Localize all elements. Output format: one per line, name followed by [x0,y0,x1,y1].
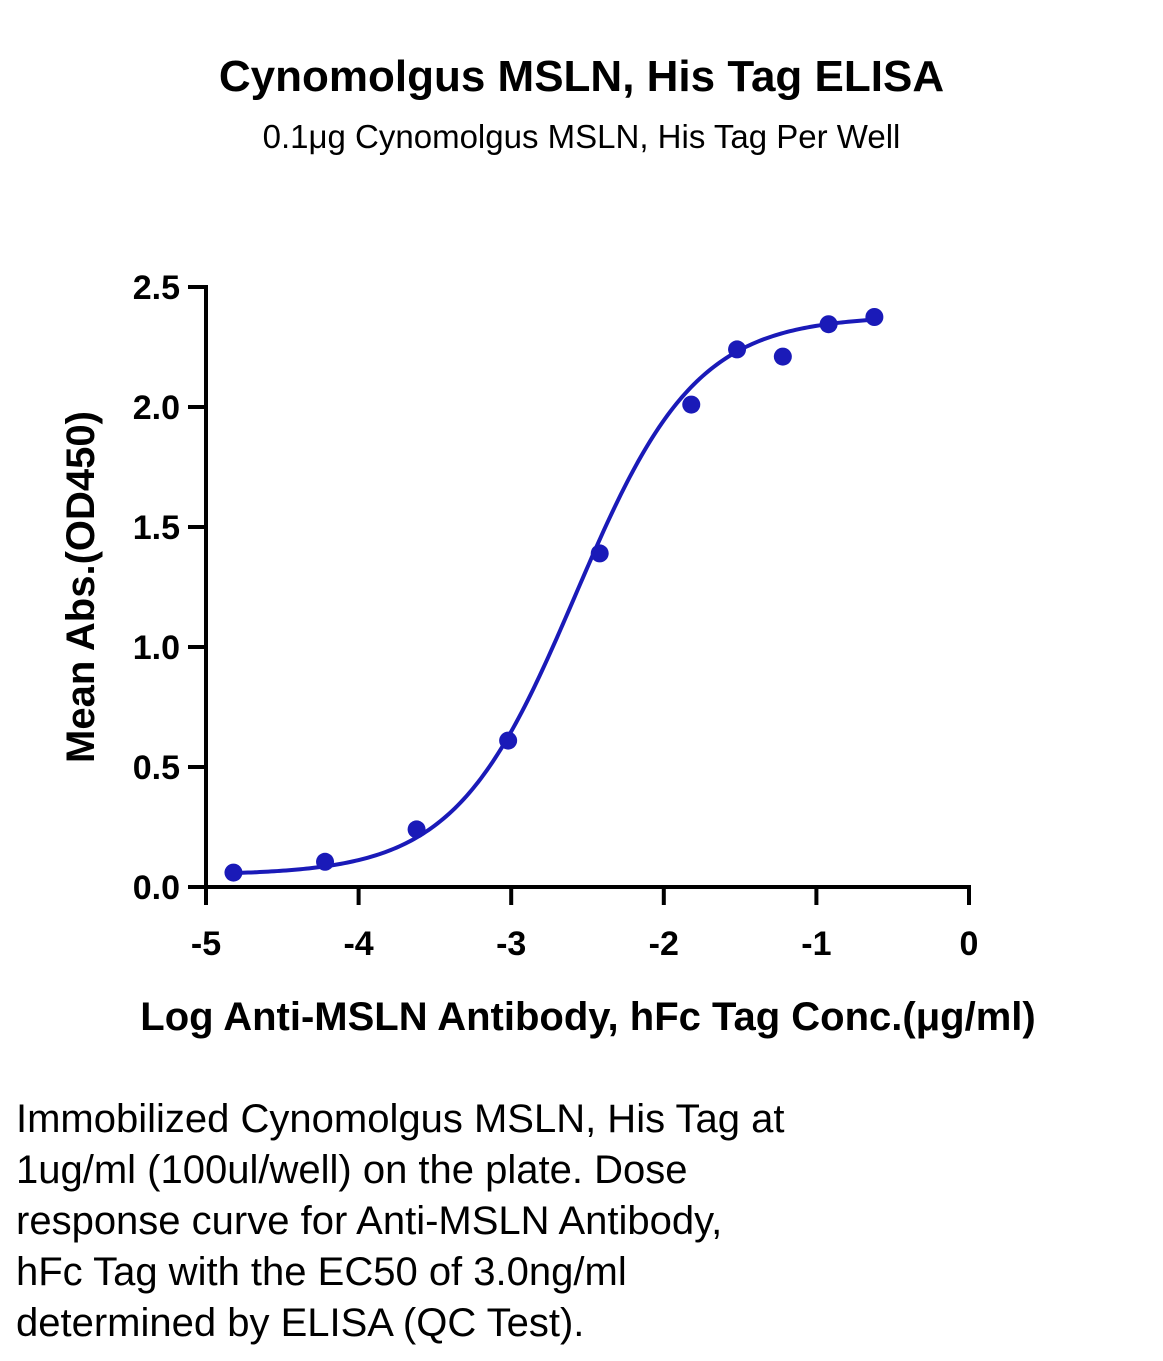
y-tick-label: 1.0 [133,629,180,667]
data-point [316,852,335,871]
x-tick-label: -4 [343,925,373,963]
y-tick-label: 2.0 [133,389,180,427]
figure-caption: Immobilized Cynomolgus MSLN, His Tag at … [16,1094,1136,1349]
data-point [499,731,518,750]
data-point [682,395,701,414]
x-axis-label: Log Anti-MSLN Antibody, hFc Tag Conc.(μg… [140,995,1035,1039]
elisa-dose-response-chart: -5 -4 -3 -2 -1 0 0.0 0.5 1.0 1.5 2.0 2.5 Log Anti-M… [59,269,1036,1039]
data-point [590,544,609,563]
data-point [865,308,884,326]
y-tick-label: 0.5 [133,749,180,787]
y-tick-label: 0.0 [133,869,180,907]
x-tick-label: 0 [960,925,979,963]
axes: -5 -4 -3 -2 -1 0 0.0 0.5 1.0 1.5 2.0 2.5 [133,269,979,963]
x-tick-label: -3 [496,925,526,963]
y-tick-label: 1.5 [133,509,180,547]
y-axis-label: Mean Abs.(OD450) [59,411,103,763]
data-point [224,863,243,882]
data-point [819,315,838,334]
x-tick-label: -5 [191,925,221,963]
fit-curve-layer [231,317,877,876]
x-tick-label: -2 [649,925,679,963]
chart-title: Cynomolgus MSLN, His Tag ELISA [218,52,945,101]
fit-curve [231,317,877,876]
data-points-layer [224,308,884,882]
caption-line: Immobilized Cynomolgus MSLN, His Tag at [16,1097,785,1141]
x-tick-label: -1 [801,925,831,963]
data-point [773,347,792,366]
y-tick-label: 2.5 [133,269,180,307]
caption-line: 1ug/ml (100ul/well) on the plate. Dose [16,1148,688,1192]
caption-line: determined by ELISA (QC Test). [16,1301,585,1345]
chart-subtitle: 0.1μg Cynomolgus MSLN, His Tag Per Well [262,118,901,155]
caption-line: hFc Tag with the EC50 of 3.0ng/ml [16,1250,627,1294]
caption-line: response curve for Anti-MSLN Antibody, [16,1199,723,1243]
data-point [407,820,426,839]
data-point [728,340,747,359]
